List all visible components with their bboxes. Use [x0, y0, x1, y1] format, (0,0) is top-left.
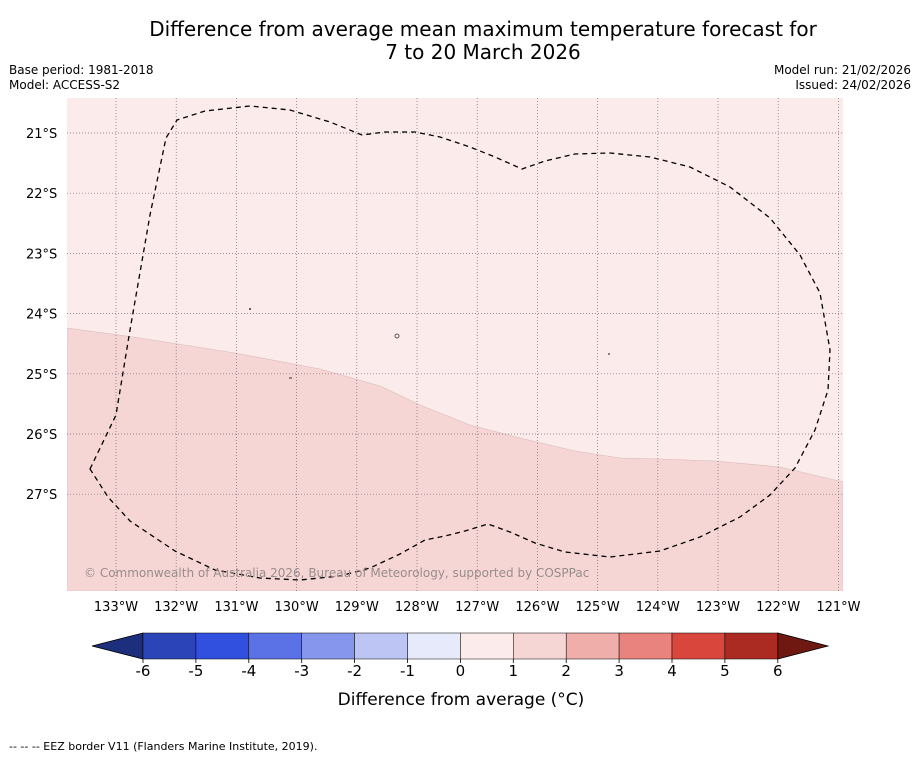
- issued-label: Issued: 24/02/2026: [795, 78, 911, 92]
- colorbar-tick-label: -2: [347, 662, 362, 680]
- title-line-2: 7 to 20 March 2026: [385, 40, 581, 64]
- colorbar-segment: [248, 632, 302, 660]
- longitude-label: 131°W: [214, 600, 258, 615]
- latitude-label: 23°S: [26, 247, 57, 262]
- eez-border: [89, 105, 831, 581]
- colorbar-arrow-low: [91, 632, 144, 660]
- colorbar-segment: [301, 632, 355, 660]
- longitude-label: 130°W: [275, 600, 319, 615]
- longitude-label: 127°W: [455, 600, 499, 615]
- colorbar-segment: [407, 632, 461, 660]
- colorbar-tick-label: 3: [614, 662, 624, 680]
- latitude-label: 24°S: [26, 308, 57, 323]
- latitude-label: 21°S: [26, 127, 57, 142]
- colorbar-tick-label: -3: [294, 662, 309, 680]
- colorbar-arrow-high: [777, 632, 830, 660]
- base-period-label: Base period: 1981-2018: [9, 63, 154, 77]
- colorbar-segment: [618, 632, 673, 660]
- colorbar-segment: [671, 632, 726, 660]
- map-title: Difference from average mean maximum tem…: [0, 18, 919, 64]
- model-run-label: Model run: 21/02/2026: [773, 63, 911, 77]
- colorbar-title: Difference from average (°C): [338, 690, 585, 710]
- colorbar-tick-label: 5: [720, 662, 730, 680]
- meta-left: Base period: 1981-2018 Model: ACCESS-S2: [9, 63, 154, 93]
- colorbar-tick-label: 0: [456, 662, 466, 680]
- longitude-label: 129°W: [335, 600, 379, 615]
- latitude-label: 27°S: [26, 488, 57, 503]
- colorbar-segment: [565, 632, 620, 660]
- longitude-label: 132°W: [154, 600, 198, 615]
- colorbar-segment: [354, 632, 408, 660]
- anomaly-zone-1-to-2: [67, 327, 843, 591]
- colorbar-tick-label: 6: [773, 662, 783, 680]
- longitude-label: 122°W: [756, 600, 800, 615]
- title-line-1: Difference from average mean maximum tem…: [149, 17, 817, 41]
- colorbar-tick-label: -5: [188, 662, 203, 680]
- latitude-label: 26°S: [26, 428, 57, 443]
- longitude-label: 121°W: [816, 600, 860, 615]
- island-marker: [249, 308, 251, 310]
- longitude-labels: 133°W 132°W 131°W 130°W 129°W 128°W 127°W 126°W…: [94, 600, 861, 615]
- graticule: [67, 98, 843, 591]
- longitude-label: 124°W: [636, 600, 680, 615]
- longitude-label: 125°W: [576, 600, 620, 615]
- colorbar-tick-label: -4: [241, 662, 256, 680]
- island-marker: [394, 333, 400, 339]
- colorbar: -6 -5 -4 -3 -2 -1 0 1 2 3 4 5 6: [91, 632, 830, 680]
- colorbar-segment: [513, 632, 567, 660]
- colorbar-segment: [724, 632, 779, 660]
- model-label: Model: ACCESS-S2: [9, 78, 121, 92]
- latitude-labels: 21°S 22°S 23°S 24°S 25°S 26°S 27°S: [26, 127, 57, 503]
- latitude-label: 22°S: [26, 187, 57, 202]
- meta-right: Model run: 21/02/2026 Issued: 24/02/2026: [774, 63, 911, 93]
- eez-footnote: -- -- -- EEZ border V11 (Flanders Marine…: [9, 740, 318, 753]
- longitude-label: 133°W: [94, 600, 138, 615]
- island-marker: [608, 353, 610, 355]
- latitude-label: 25°S: [26, 368, 57, 383]
- colorbar-tick-label: 1: [509, 662, 519, 680]
- colorbar-segment: [142, 632, 197, 660]
- colorbar-segment: [460, 632, 514, 660]
- colorbar-segment: [195, 632, 250, 660]
- colorbar-tick-label: 2: [561, 662, 571, 680]
- copyright-text: © Commonwealth of Australia 2026, Bureau…: [84, 566, 589, 580]
- colorbar-tick-label: -1: [400, 662, 415, 680]
- longitude-label: 128°W: [395, 600, 439, 615]
- longitude-label: 123°W: [696, 600, 740, 615]
- colorbar-tick-label: -6: [136, 662, 151, 680]
- colorbar-tick-label: 4: [667, 662, 677, 680]
- longitude-label: 126°W: [515, 600, 559, 615]
